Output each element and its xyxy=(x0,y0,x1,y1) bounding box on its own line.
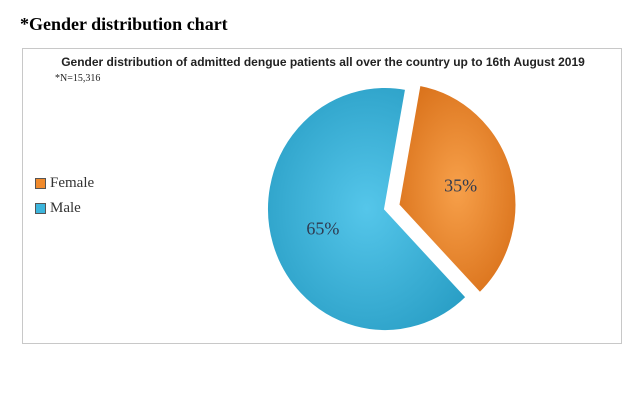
chart-container: Gender distribution of admitted dengue p… xyxy=(22,48,622,344)
slice-label-female: 35% xyxy=(444,176,477,196)
page-heading: *Gender distribution chart xyxy=(20,14,228,34)
slice-label-male: 65% xyxy=(306,218,339,238)
chart-legend: Female Male xyxy=(35,175,94,225)
chart-title: Gender distribution of admitted dengue p… xyxy=(61,55,585,69)
pie-slices xyxy=(266,83,518,332)
legend-item-male: Male xyxy=(35,200,94,217)
legend-label-female: Female xyxy=(50,175,95,191)
pie-chart: 35% 65% xyxy=(266,83,518,332)
pie-slice-male xyxy=(266,86,468,332)
legend-label-male: Male xyxy=(50,200,81,216)
pie-slice-female xyxy=(397,83,518,295)
legend-item-female: Female xyxy=(35,175,94,192)
legend-swatch-female xyxy=(35,178,46,189)
legend-swatch-male xyxy=(35,203,46,214)
sample-size-note: *N=15,316 xyxy=(55,73,101,84)
pie-labels: 35% 65% xyxy=(306,176,477,239)
